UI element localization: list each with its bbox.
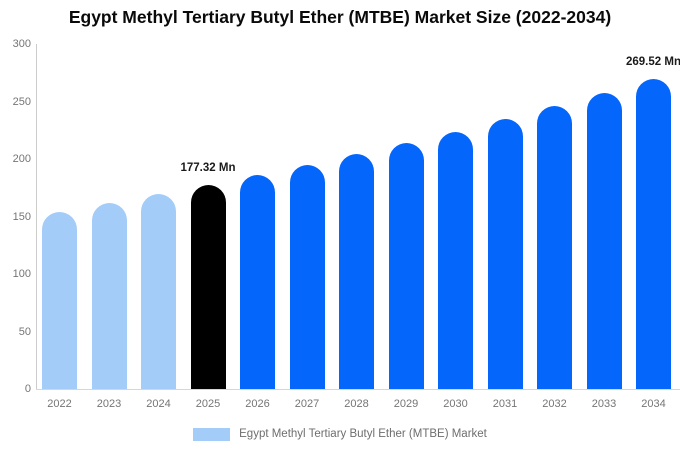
x-axis-tick-2034: 2034 xyxy=(641,398,666,410)
x-axis-tick-2028: 2028 xyxy=(344,398,369,410)
bar-value-label-2025: 177.32 Mn xyxy=(180,162,236,175)
x-axis-tick-2023: 2023 xyxy=(96,398,122,410)
x-axis-tick-2032: 2032 xyxy=(542,398,567,410)
chart-title: Egypt Methyl Tertiary Butyl Ether (MTBE)… xyxy=(68,7,612,27)
x-axis-tick-2027: 2027 xyxy=(294,398,320,410)
bar-2025[interactable] xyxy=(190,185,226,389)
x-axis-tick-2033: 2033 xyxy=(591,398,617,410)
bar-2024[interactable] xyxy=(141,194,176,389)
bar-2033[interactable] xyxy=(586,92,622,389)
x-axis-tick-2024: 2024 xyxy=(146,398,171,410)
legend-swatch-icon xyxy=(193,427,231,441)
bar-2023[interactable] xyxy=(91,203,127,389)
bar-2029[interactable] xyxy=(388,143,424,389)
y-axis-tick-300: 300 xyxy=(12,38,31,50)
bar-2030[interactable] xyxy=(438,131,473,389)
bar-2027[interactable] xyxy=(289,165,325,389)
y-axis-tick-250: 250 xyxy=(12,95,31,108)
legend[interactable]: Egypt Methyl Tertiary Butyl Ether (MTBE)… xyxy=(0,426,680,442)
x-axis-tick-2025: 2025 xyxy=(195,398,221,410)
y-axis-tick-200: 200 xyxy=(12,153,31,165)
bar-2031[interactable] xyxy=(487,119,523,389)
bar-2028[interactable] xyxy=(339,154,374,389)
y-axis-tick-50: 50 xyxy=(18,325,31,338)
bar-2022[interactable] xyxy=(42,211,77,389)
y-axis-tick-150: 150 xyxy=(12,210,31,223)
legend-label: Egypt Methyl Tertiary Butyl Ether (MTBE)… xyxy=(239,427,487,440)
bar-2032[interactable] xyxy=(537,106,572,389)
x-axis-tick-2029: 2029 xyxy=(393,398,419,410)
y-axis-tick-0: 0 xyxy=(24,383,31,395)
bar-2034[interactable] xyxy=(636,79,671,389)
x-axis-tick-2031: 2031 xyxy=(492,398,518,410)
y-axis-tick-100: 100 xyxy=(12,268,31,280)
x-axis-tick-2030: 2030 xyxy=(443,398,468,410)
x-axis-tick-2026: 2026 xyxy=(245,398,270,410)
bar-2026[interactable] xyxy=(240,175,275,389)
bar-value-label-2034: 269.52 Mn xyxy=(626,56,680,69)
x-axis-line xyxy=(36,389,680,390)
y-axis-line xyxy=(36,44,37,389)
x-axis-tick-2022: 2022 xyxy=(47,398,72,410)
